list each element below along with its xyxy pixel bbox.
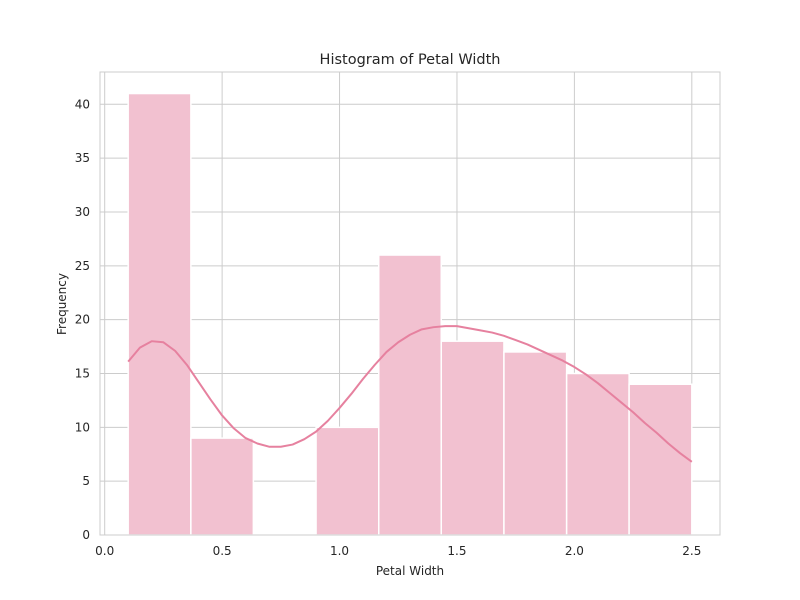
- y-tick-label: 5: [82, 474, 90, 488]
- y-tick-label: 20: [75, 313, 90, 327]
- histogram-bar-3: [315, 426, 380, 536]
- y-tick-label: 30: [75, 205, 90, 219]
- x-tick-label: 2.0: [565, 544, 584, 558]
- histogram-bar-4: [378, 254, 442, 536]
- histogram-bar-0: [127, 92, 192, 536]
- axes-frame: [99, 71, 721, 536]
- y-axis-label: Frequency: [55, 273, 69, 335]
- x-tick-label: 0.0: [95, 544, 114, 558]
- x-tick-label: 0.5: [213, 544, 232, 558]
- x-tick-label: 2.5: [682, 544, 701, 558]
- y-tick-label: 10: [75, 420, 90, 434]
- kde-curve: [127, 325, 693, 463]
- y-tick-label: 35: [75, 151, 90, 165]
- kde-curve-layer: [127, 325, 693, 463]
- histogram-bars: [127, 92, 693, 536]
- y-tick-label: 0: [82, 528, 90, 542]
- x-tick-label: 1.0: [330, 544, 349, 558]
- histogram-bar-7: [565, 372, 630, 536]
- histogram-bar-5: [440, 340, 505, 536]
- y-tick-label: 25: [75, 259, 90, 273]
- y-tick-label: 40: [75, 97, 90, 111]
- x-axis-label: Petal Width: [376, 564, 444, 578]
- histogram-bar-8: [628, 383, 693, 536]
- tick-labels: 0.0 0.5 1.0 1.5 2.0 2.5 0 5 10 15 20 25 30 35 40: [75, 97, 702, 558]
- histogram-bar-1: [190, 437, 255, 536]
- histogram-bar-6: [503, 351, 568, 536]
- chart-title: Histogram of Petal Width: [320, 52, 501, 68]
- y-tick-label: 15: [75, 366, 90, 380]
- x-tick-label: 1.5: [447, 544, 466, 558]
